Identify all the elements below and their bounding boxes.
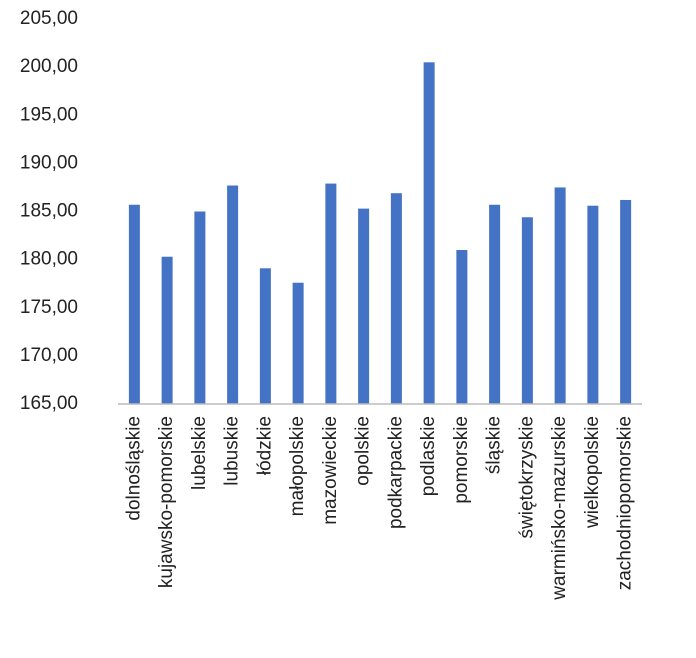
x-tick-label: lubelskie (189, 416, 210, 490)
bar (292, 282, 304, 404)
y-tick-label: 185,00 (20, 201, 78, 222)
x-tick-label: dolnośląskie (123, 416, 144, 521)
bar (456, 250, 468, 404)
bar (489, 204, 501, 404)
bar (390, 193, 402, 404)
y-tick-label: 165,00 (20, 393, 78, 414)
bar (325, 183, 337, 404)
x-tick-label: kujawsko-pomorskie (156, 416, 177, 588)
x-tick-label: śląskie (484, 416, 505, 474)
bar (128, 204, 140, 404)
y-tick-label: 180,00 (20, 249, 78, 270)
x-tick-label: podkarpackie (385, 416, 406, 529)
y-tick-label: 195,00 (20, 104, 78, 125)
y-tick-label: 205,00 (20, 8, 78, 29)
bar (587, 205, 599, 404)
y-tick-label: 175,00 (20, 297, 78, 318)
bar (620, 199, 632, 404)
x-tick-label: wielkopolskie (582, 416, 603, 529)
x-tick-label: mazowieckie (320, 416, 341, 525)
x-tick-label: łódzkie (254, 416, 275, 475)
bar (521, 217, 533, 404)
x-tick-label: podlaskie (418, 416, 439, 496)
bar (194, 211, 206, 404)
bar (358, 208, 370, 404)
x-tick-label: zachodniopomorskie (615, 416, 636, 590)
bar (161, 256, 173, 404)
x-tick-label: pomorskie (451, 416, 472, 504)
y-tick-label: 170,00 (20, 345, 78, 366)
bar (227, 185, 239, 404)
bar (554, 187, 566, 404)
x-tick-label: lubuskie (222, 416, 243, 486)
x-tick-label: warmińsko-mazurskie (549, 416, 570, 601)
x-tick-label: świętokrzyskie (516, 416, 537, 538)
y-tick-label: 190,00 (20, 152, 78, 173)
x-tick-label: małopolskie (287, 416, 308, 516)
y-tick-label: 200,00 (20, 56, 78, 77)
bar (259, 268, 271, 404)
bar (423, 62, 435, 404)
x-tick-label: opolskie (353, 416, 374, 486)
